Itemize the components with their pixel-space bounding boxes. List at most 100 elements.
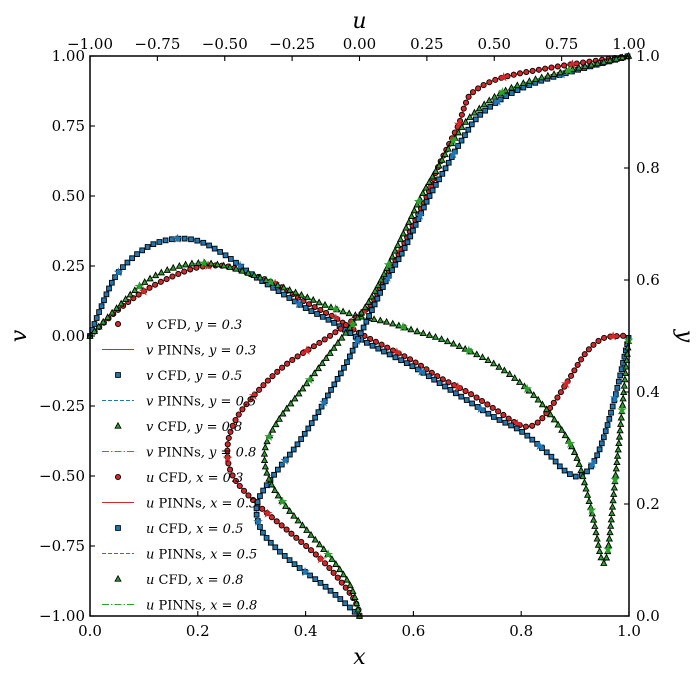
- top-tick-label-8: 1.00: [612, 35, 645, 53]
- series-4-point-40: [235, 411, 242, 418]
- bottom-tick-label-3: 0.6: [401, 622, 425, 640]
- series-3-point-92: [577, 466, 585, 473]
- series-5-point-35: [290, 446, 297, 453]
- series-5-point-75: [412, 222, 419, 228]
- series-2-point-102: [598, 440, 605, 447]
- series-6-point-27: [263, 468, 271, 476]
- left-tick-label-7: 0.75: [52, 117, 85, 135]
- series-5-point-92: [465, 126, 472, 133]
- legend-label-7: u CFD, x = 0.3: [146, 471, 243, 486]
- series-5-point-12: [296, 565, 303, 571]
- legend-item-12: u PINNs, x = 0.8: [102, 599, 257, 614]
- series-5-point-8: [317, 580, 324, 586]
- series-3-point-103: [593, 534, 601, 542]
- series-3-point-117: [609, 496, 617, 504]
- series-4-point-21: [268, 514, 275, 521]
- series-4-star-2: [222, 453, 233, 463]
- series-4-point-10: [321, 560, 329, 567]
- series-2-point-56: [363, 339, 370, 346]
- series-2-point-92: [556, 463, 563, 470]
- series-5-point-91: [462, 132, 468, 139]
- series-3-star-8: [586, 505, 597, 515]
- series-3-star-5: [463, 345, 474, 355]
- series-4-point-12: [312, 551, 319, 558]
- series-6-point-107: [550, 70, 558, 77]
- series-3-point-112: [606, 528, 614, 536]
- series-3-star-10: [610, 474, 621, 484]
- series-6-point-86: [444, 144, 452, 152]
- series-4-point-52: [289, 356, 296, 364]
- series-6-point-74: [407, 212, 416, 220]
- series-2-star-3: [293, 298, 304, 309]
- series-4-point-23: [259, 505, 266, 512]
- series-6-point-100: [507, 83, 516, 91]
- legend-item-3: v CFD, y = 0.5: [115, 369, 242, 384]
- series-5-point-84: [439, 170, 446, 177]
- series-4-point-29: [232, 477, 239, 484]
- series-2-star-7: [534, 440, 545, 451]
- series-3-point-86: [561, 431, 569, 439]
- series-2-point-31: [228, 256, 234, 262]
- series-3-point-100: [589, 515, 598, 523]
- series-2-point-89: [543, 449, 550, 456]
- series-3-point-114: [607, 515, 615, 523]
- legend-marker-11: [114, 574, 122, 582]
- series-3-point-69: [484, 356, 492, 364]
- series-6-point-40: [291, 394, 299, 402]
- series-3-point-6: [112, 304, 121, 311]
- series-5-point-79: [423, 198, 430, 205]
- series-6-point-62: [374, 281, 382, 289]
- series-3-point-82: [546, 410, 555, 418]
- series-2-point-46: [308, 308, 315, 314]
- series-4-point-59: [327, 332, 334, 339]
- series-2-point-113: [617, 372, 624, 379]
- series-2-star-9: [610, 392, 620, 403]
- series-4-point-37: [227, 428, 234, 435]
- series-5-point-20: [260, 529, 266, 536]
- series-3-point-125: [614, 445, 622, 453]
- series-1-point-93: [581, 351, 588, 358]
- series-3-point-108: [602, 553, 611, 561]
- series-3-point-64: [455, 342, 464, 350]
- series-6-point-30: [260, 449, 269, 457]
- series-6-star-1: [277, 496, 288, 506]
- series-3-point-106: [597, 553, 605, 561]
- series-3-point-21: [194, 259, 202, 266]
- series-3-point-81: [542, 405, 551, 413]
- series-5-point-90: [458, 137, 465, 144]
- series-1-point-90: [571, 367, 578, 374]
- legend-label-10: u PINNs, x = 0.5: [146, 548, 257, 563]
- series-1-point-84: [550, 399, 557, 406]
- series-2-point-80: [496, 417, 503, 423]
- series-6-point-6: [343, 575, 351, 583]
- series-5-point-89: [455, 143, 461, 149]
- series-6-point-26: [265, 474, 273, 482]
- series-4-point-36: [225, 434, 232, 442]
- series-3-star-4: [398, 321, 408, 332]
- legend-label-6: v PINNs, y = 0.8: [146, 446, 256, 461]
- series-6-star-0: [323, 549, 334, 559]
- series-3-point-35: [280, 283, 288, 291]
- series-5-point-80: [426, 193, 433, 199]
- series-4-point-113: [523, 69, 530, 76]
- right-tick-label-0: 0.0: [636, 607, 660, 625]
- series-4-point-8: [330, 569, 337, 576]
- series-5-point-36: [294, 441, 301, 448]
- series-5-point-83: [436, 176, 442, 183]
- left-tick-label-1: −0.75: [39, 537, 85, 555]
- series-2-point-90: [548, 453, 555, 460]
- series-5-point-43: [318, 403, 325, 410]
- series-3-star-2: [265, 277, 276, 287]
- series-5-point-81: [429, 187, 436, 194]
- series-2-point-49: [325, 316, 332, 323]
- left-tick-label-6: 0.50: [52, 187, 85, 205]
- series-1-point-71: [484, 401, 491, 408]
- series-3-point-52: [382, 317, 391, 325]
- series-2-point-95: [572, 473, 579, 480]
- series-6-point-61: [371, 286, 379, 294]
- series-3-point-18: [175, 261, 184, 269]
- series-2-star-6: [475, 403, 486, 413]
- series-2-point-107: [608, 409, 614, 416]
- series-3-point-51: [376, 316, 385, 324]
- series-5-point-57: [360, 324, 367, 331]
